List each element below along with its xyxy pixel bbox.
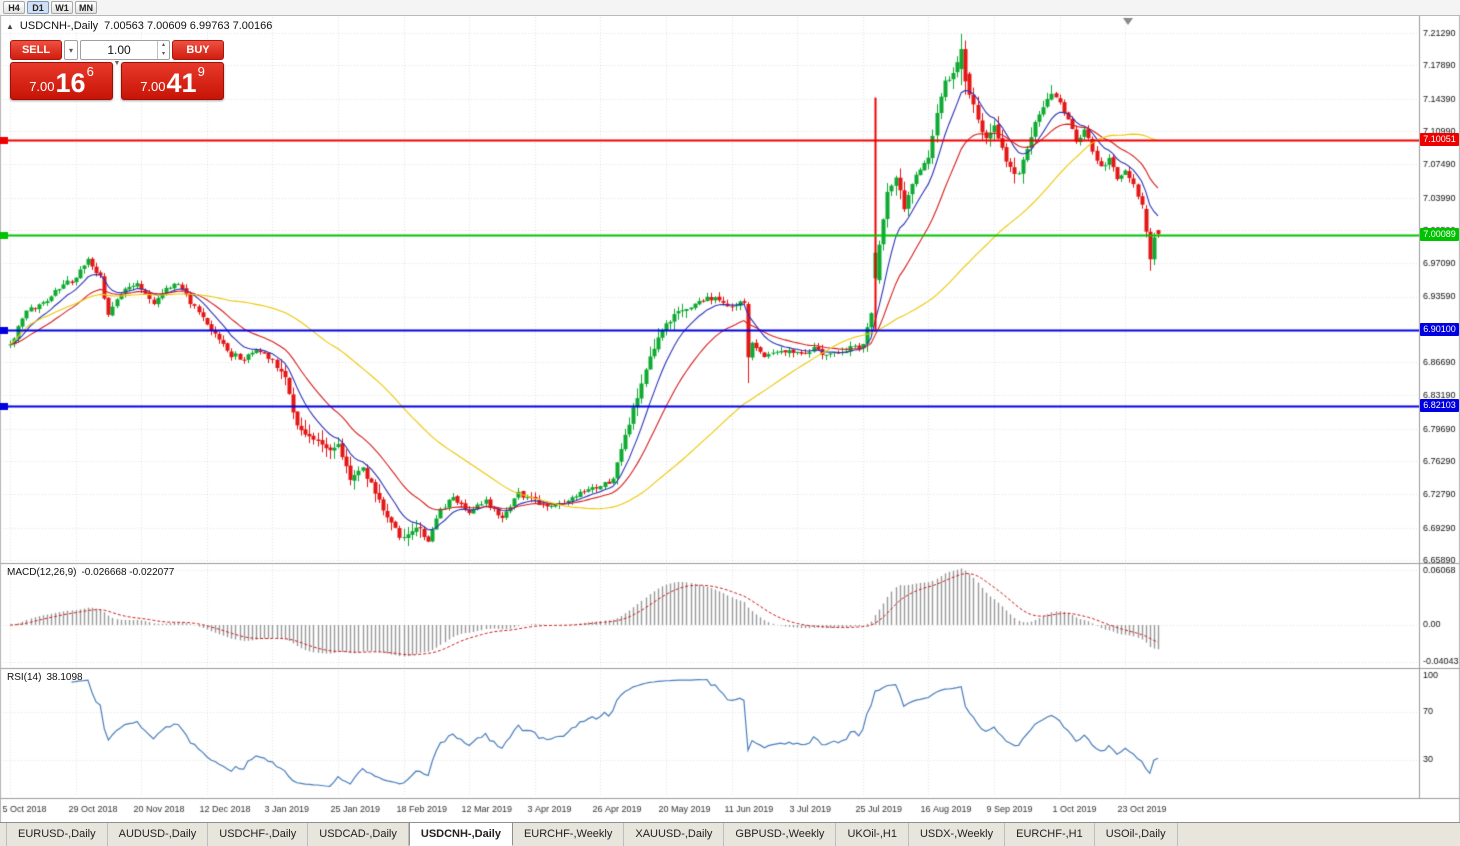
timeframe-toolbar: H4 D1 W1 MN	[0, 0, 1460, 16]
sell-price-prefix: 7.00	[29, 79, 55, 94]
chart-tab-ukoil-h1[interactable]: UKOil-,H1	[836, 823, 909, 846]
chart-region: ▲ USDCNH-,Daily 7.00563 7.00609 6.99763 …	[0, 16, 1460, 822]
trade-panel-prices: 7.00 16 6 7.00 41 9 ▼	[10, 60, 224, 100]
timeframe-button-w1[interactable]: W1	[51, 1, 73, 14]
sell-button[interactable]: SELL	[10, 40, 62, 60]
chart-tab-audusd-daily[interactable]: AUDUSD-,Daily	[108, 823, 209, 846]
buy-price-prefix: 7.00	[140, 79, 166, 94]
volume-down-button[interactable]: ▾	[161, 51, 165, 57]
volume-input[interactable]	[81, 41, 157, 59]
chart-title: ▲ USDCNH-,Daily 7.00563 7.00609 6.99763 …	[6, 20, 272, 32]
timeframe-button-d1[interactable]: D1	[27, 1, 49, 14]
chart-tab-usdcad-daily[interactable]: USDCAD-,Daily	[308, 823, 409, 846]
buy-button[interactable]: BUY	[172, 40, 224, 60]
volume-dropdown[interactable]: ▾	[64, 40, 78, 60]
chart-tab-xauusd-daily[interactable]: XAUUSD-,Daily	[624, 823, 725, 846]
chart-tab-eurchf-weekly[interactable]: EURCHF-,Weekly	[513, 823, 625, 846]
timeframe-button-mn[interactable]: MN	[75, 1, 97, 14]
rsi-value: 38.1098	[46, 672, 83, 683]
chart-tab-usoil-daily[interactable]: USOil-,Daily	[1095, 823, 1178, 846]
volume-up-button[interactable]: ▴	[161, 42, 165, 48]
chart-tab-usdx-weekly[interactable]: USDX-,Weekly	[909, 823, 1006, 846]
chart-tab-gbpusd-weekly[interactable]: GBPUSD-,Weekly	[724, 823, 837, 846]
collapse-arrow-icon[interactable]: ▲	[6, 21, 14, 31]
volume-field-wrap: ▴ ▾	[80, 40, 170, 60]
chevron-down-icon: ▾	[68, 45, 73, 55]
one-click-trade-panel: SELL ▾ ▴ ▾ BUY 7.00 16 6 7.00 41	[10, 40, 224, 100]
macd-values: -0.026668 -0.022077	[81, 567, 175, 578]
hline-price-tag[interactable]: 7.00089	[1420, 228, 1459, 241]
rsi-name: RSI(14)	[7, 672, 42, 683]
tick-direction-icon: ▼	[113, 60, 121, 67]
sell-price-big-digits: 16	[55, 68, 86, 98]
sell-price-pip-digit: 6	[86, 64, 94, 79]
trade-panel-controls: SELL ▾ ▴ ▾ BUY	[10, 40, 224, 60]
chart-ohlc-values: 7.00563 7.00609 6.99763 7.00166	[104, 20, 273, 32]
macd-name: MACD(12,26,9)	[7, 567, 77, 578]
timeframe-button-h4[interactable]: H4	[3, 1, 25, 14]
rsi-indicator-label: RSI(14) 38.1098	[7, 672, 88, 683]
macd-indicator-label: MACD(12,26,9) -0.026668 -0.022077	[7, 567, 179, 578]
price-chart-canvas[interactable]	[0, 16, 1460, 822]
hline-price-tag[interactable]: 6.82103	[1420, 399, 1459, 412]
buy-price-display[interactable]: 7.00 41 9	[121, 62, 224, 100]
buy-price-pip-digit: 9	[197, 64, 205, 79]
chart-tab-usdcnh-daily[interactable]: USDCNH-,Daily	[408, 822, 513, 846]
hline-price-tag[interactable]: 7.10051	[1420, 133, 1459, 146]
volume-spinner: ▴ ▾	[157, 41, 169, 59]
sell-price-display[interactable]: 7.00 16 6	[10, 62, 113, 100]
chart-tab-usdchf-daily[interactable]: USDCHF-,Daily	[208, 823, 309, 846]
chart-tabbar: EURUSD-,Daily AUDUSD-,Daily USDCHF-,Daily U…	[0, 822, 1460, 846]
chart-tab-eurusd-daily[interactable]: EURUSD-,Daily	[6, 823, 108, 846]
hline-price-tag[interactable]: 6.90100	[1420, 323, 1459, 336]
chart-symbol-label: USDCNH-,Daily	[19, 20, 99, 32]
buy-price-big-digits: 41	[166, 68, 197, 98]
chart-tab-eurchf-h1[interactable]: EURCHF-,H1	[1005, 823, 1095, 846]
